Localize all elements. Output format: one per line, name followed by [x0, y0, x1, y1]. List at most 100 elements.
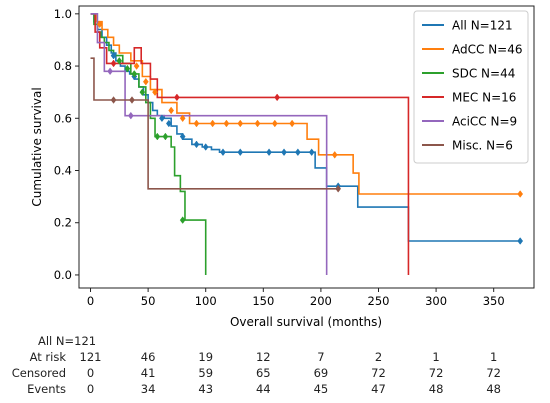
series-line — [90, 13, 410, 275]
x-tick-label: 100 — [195, 294, 217, 308]
risk-cell: 34 — [140, 382, 156, 396]
censor-mark — [294, 148, 301, 157]
censor-mark — [237, 119, 244, 128]
censor-mark — [179, 216, 186, 224]
censor-mark — [127, 111, 134, 120]
risk-cell: 0 — [86, 366, 95, 380]
censor-mark — [110, 96, 117, 104]
x-axis-label: Overall survival (months) — [230, 315, 382, 329]
censor-mark — [154, 132, 161, 141]
censor-mark — [142, 77, 149, 86]
y-tick-label: 1.0 — [54, 7, 72, 21]
censor-mark — [110, 51, 117, 60]
risk-cell: 121 — [79, 350, 102, 364]
censor-mark — [159, 114, 165, 123]
censor-mark — [274, 93, 280, 102]
censor-mark — [168, 106, 175, 115]
risk-cell: 1 — [432, 350, 440, 364]
y-axis-label: Cumulative survival — [30, 87, 44, 206]
series-line — [90, 13, 521, 242]
x-tick-label: 250 — [368, 294, 390, 308]
censor-mark — [266, 148, 272, 157]
risk-cell: 48 — [428, 382, 444, 396]
risk-cell: 43 — [198, 382, 214, 396]
y-tick-label: 0.2 — [54, 216, 72, 230]
risk-cell: 44 — [255, 382, 271, 396]
risk-cell: 59 — [198, 366, 214, 380]
censor-mark — [335, 184, 342, 193]
censor-mark — [133, 62, 140, 70]
censor-mark — [116, 57, 123, 65]
y-axis: 0.0 0.2 0.4 0.6 0.8 1.0 — [54, 7, 79, 282]
censor-mark — [271, 119, 278, 128]
series-line — [90, 57, 339, 190]
censor-mark — [162, 132, 169, 141]
censor-mark — [96, 20, 103, 29]
y-tick-label: 0.8 — [54, 59, 72, 73]
censor-mark — [220, 148, 226, 157]
legend-entry: SDC N=44 — [452, 67, 515, 81]
risk-cell: 0 — [86, 382, 95, 396]
legend-entry: AciCC N=9 — [452, 115, 517, 129]
risk-cell: 65 — [255, 366, 271, 380]
legend-entry: AdCC N=46 — [452, 43, 523, 57]
risk-cell: 2 — [374, 350, 383, 364]
series-line — [90, 13, 521, 195]
risk-cell: 72 — [486, 366, 501, 380]
censor-mark — [107, 67, 113, 76]
censor-mark — [517, 190, 524, 198]
km-chart: 0 50 100 150 200 250 300 350 0.0 0.2 0.4 0.6 0.8 1.0… — [30, 5, 535, 329]
risk-cell: 46 — [140, 350, 156, 364]
censor-mark — [281, 148, 287, 157]
censor-mark — [129, 96, 135, 104]
risk-row-label: Events — [27, 382, 66, 396]
risk-cell: 7 — [317, 350, 325, 364]
censor-mark — [165, 119, 172, 128]
risk-cell: 72 — [428, 366, 444, 380]
censor-mark — [289, 119, 295, 128]
risk-cell: 47 — [371, 382, 386, 396]
y-tick-label: 0.6 — [54, 111, 72, 125]
series-line — [90, 13, 207, 275]
censor-mark — [223, 119, 230, 128]
x-tick-label: 300 — [425, 294, 447, 308]
legend: All N=121 AdCC N=46 SDC N=44 MEC N=16 AciCC … — [413, 10, 529, 164]
censor-mark — [308, 148, 315, 157]
censor-markers — [96, 20, 524, 245]
censor-mark — [517, 237, 524, 245]
censor-mark — [124, 64, 131, 73]
y-tick-label: 0.0 — [54, 268, 72, 282]
y-tick-label: 0.4 — [54, 164, 72, 178]
censor-mark — [237, 148, 244, 157]
legend-entry: All N=121 — [452, 19, 513, 33]
risk-cell: 12 — [255, 350, 271, 364]
censor-mark — [202, 143, 209, 151]
legend-entry: Misc. N=6 — [452, 139, 513, 153]
risk-cell: 45 — [313, 382, 329, 396]
x-tick-label: 150 — [252, 294, 274, 308]
x-axis: 0 50 100 150 200 250 300 350 — [87, 288, 505, 308]
censor-mark — [193, 140, 200, 149]
series-line — [90, 13, 328, 275]
censor-mark — [139, 88, 146, 96]
censor-mark — [131, 70, 138, 78]
censor-mark — [179, 132, 186, 141]
censor-mark — [254, 119, 261, 128]
x-tick-label: 350 — [483, 294, 505, 308]
legend-entry: MEC N=16 — [452, 91, 516, 105]
plot-frame — [78, 5, 535, 289]
risk-cell: 1 — [490, 350, 498, 364]
risk-row-label: Censored — [11, 366, 66, 380]
x-tick-label: 0 — [87, 294, 94, 308]
censor-mark — [193, 119, 200, 128]
censor-mark — [179, 114, 186, 123]
x-tick-label: 50 — [141, 294, 156, 308]
survival-curves — [90, 13, 521, 275]
x-tick-label: 200 — [310, 294, 332, 308]
censor-mark — [174, 93, 180, 102]
risk-cell: 19 — [198, 350, 214, 364]
censor-mark — [110, 59, 117, 68]
censor-mark — [331, 151, 338, 159]
risk-cell: 69 — [313, 366, 329, 380]
risk-row-label: At risk — [29, 350, 66, 364]
